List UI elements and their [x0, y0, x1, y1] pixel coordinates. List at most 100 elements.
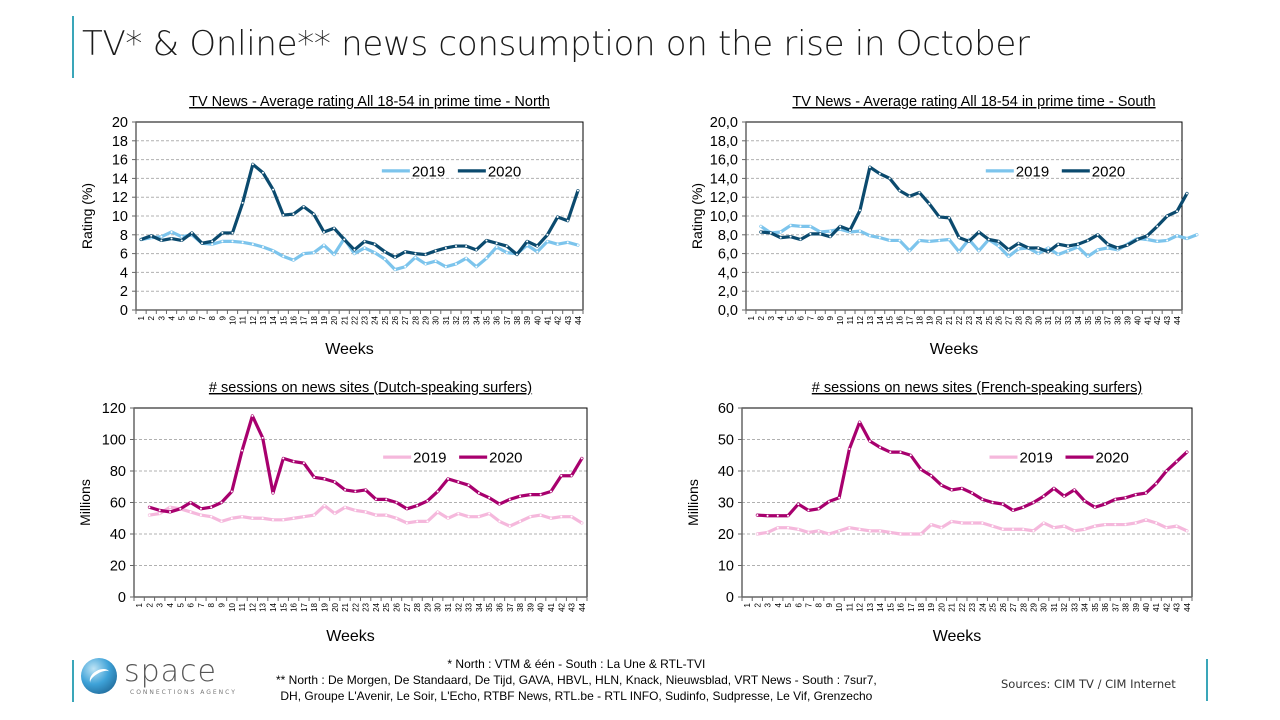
data-point-2019 [475, 265, 478, 268]
data-point-2020 [189, 501, 192, 504]
x-tick-label: 12 [856, 315, 865, 324]
x-tick-label: 35 [1084, 315, 1093, 324]
data-point-2020 [436, 490, 439, 493]
data-point-2019 [909, 533, 912, 535]
data-point-2020 [498, 503, 501, 506]
x-tick-label: 44 [574, 315, 583, 324]
data-point-2019 [948, 238, 951, 241]
series-line-2020 [139, 162, 580, 259]
x-tick-label: 10 [228, 602, 237, 611]
data-point-2019 [199, 514, 202, 517]
data-point-2019 [1156, 240, 1159, 243]
data-point-2020 [858, 209, 861, 212]
data-point-2020 [1166, 215, 1169, 217]
x-tick-label: 21 [945, 315, 954, 324]
data-point-2019 [1146, 238, 1149, 241]
x-tick-label: 7 [198, 315, 207, 320]
data-point-2019 [424, 262, 427, 265]
data-point-2020 [465, 245, 468, 248]
series-line-2019 [755, 518, 1189, 536]
data-point-2020 [849, 229, 852, 232]
data-point-2020 [829, 235, 832, 238]
x-tick-label: 36 [1101, 602, 1110, 611]
data-point-2020 [220, 501, 223, 504]
data-point-2019 [313, 514, 316, 517]
data-point-2020 [1017, 242, 1020, 245]
x-tick-label: 34 [1081, 602, 1090, 611]
x-tick-label: 44 [1183, 602, 1192, 611]
chart-title: # sessions on news sites (Dutch-speaking… [209, 380, 532, 396]
data-point-2019 [220, 520, 223, 523]
data-point-2020 [1083, 499, 1086, 502]
data-point-2019 [546, 240, 549, 243]
data-point-2020 [230, 490, 233, 493]
data-point-2019 [241, 241, 244, 244]
logo-wordmark: space [124, 654, 218, 689]
data-point-2020 [878, 172, 881, 175]
data-point-2019 [221, 240, 224, 243]
x-tick-label: 19 [320, 602, 329, 611]
data-point-2020 [1086, 239, 1089, 242]
data-point-2020 [354, 490, 357, 493]
y-tick-label: 100 [102, 433, 126, 449]
data-point-2019 [374, 514, 377, 517]
x-tick-label: 10 [835, 602, 844, 611]
x-tick-label: 26 [391, 315, 400, 324]
x-tick-label: 42 [557, 602, 566, 611]
x-tick-label: 21 [341, 602, 350, 611]
data-point-2020 [148, 506, 151, 509]
data-point-2019 [1057, 253, 1060, 256]
data-point-2019 [1176, 234, 1179, 237]
x-tick-label: 7 [197, 602, 206, 607]
x-tick-label: 43 [564, 315, 573, 324]
data-point-2019 [1104, 523, 1107, 526]
x-tick-label: 12 [856, 602, 865, 611]
data-point-2020 [322, 230, 325, 233]
data-point-2019 [1083, 528, 1086, 531]
data-point-2020 [779, 236, 782, 239]
chart-title: # sessions on news sites (French-speakin… [812, 380, 1142, 396]
data-point-2020 [1124, 496, 1127, 499]
data-point-2020 [447, 477, 450, 480]
x-tick-label: 11 [238, 602, 247, 611]
legend-label-2019: 2019 [412, 163, 445, 180]
x-tick-label: 41 [1152, 602, 1161, 611]
data-point-2020 [948, 216, 951, 219]
data-point-2019 [457, 512, 460, 515]
x-tick-label: 1 [137, 315, 146, 320]
footnotes: * North : VTM & één - South : La Une & R… [276, 656, 877, 704]
data-point-2020 [383, 250, 386, 253]
x-tick-label: 15 [886, 602, 895, 611]
data-point-2019 [960, 521, 963, 524]
data-point-2019 [950, 520, 953, 523]
x-tick-label: 15 [886, 315, 895, 324]
x-tick-label: 2 [147, 315, 156, 320]
data-point-2020 [313, 476, 316, 479]
data-point-2019 [488, 512, 491, 515]
data-point-2020 [981, 498, 984, 501]
data-point-2019 [536, 250, 539, 253]
data-point-2020 [158, 509, 161, 512]
data-point-2019 [1185, 237, 1188, 240]
x-tick-label: 2 [757, 315, 766, 320]
data-point-2019 [354, 509, 357, 512]
data-point-2019 [170, 230, 173, 233]
data-point-2020 [1001, 503, 1004, 506]
data-point-2019 [323, 504, 326, 507]
footnote-online-2: DH, Groupe L'Avenir, Le Soir, L'Echo, RT… [280, 689, 873, 703]
data-point-2019 [395, 517, 398, 520]
data-point-2019 [426, 520, 429, 523]
data-point-2019 [404, 265, 407, 268]
data-point-2020 [519, 495, 522, 498]
x-tick-label: 16 [290, 602, 299, 611]
x-tick-label: 27 [403, 602, 412, 611]
data-point-2019 [799, 225, 802, 228]
x-tick-label: 30 [434, 602, 443, 611]
title-accent-bar [72, 16, 74, 78]
x-tick-label: 44 [578, 602, 587, 611]
data-point-2019 [1106, 246, 1109, 249]
data-point-2019 [759, 225, 762, 228]
data-point-2020 [549, 490, 552, 493]
data-point-2019 [1155, 521, 1158, 524]
data-point-2020 [977, 230, 980, 233]
